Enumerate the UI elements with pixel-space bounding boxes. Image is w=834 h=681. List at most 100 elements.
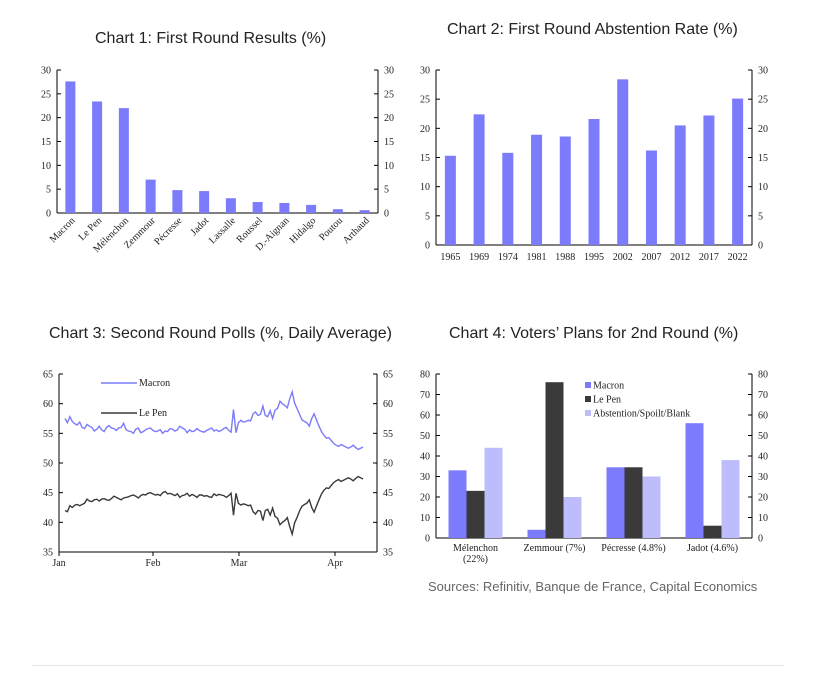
chart4-legend-swatch-2	[585, 410, 591, 416]
chart4-plot: 0 0 10 10 20 20 30 30 40 40 50 50 60 60 70 70 80 80 Mélenc…	[420, 370, 768, 566]
chart1-ytick-label-right: 15	[384, 137, 394, 148]
chart2-ytick-label-left: 5	[425, 211, 430, 222]
chart2-ytick-label-right: 20	[758, 124, 768, 135]
chart3-ytick-label-left: 60	[43, 399, 53, 410]
chart1-ytick-label-right: 25	[384, 89, 394, 100]
chart4-ytick-label-left: 10	[420, 513, 430, 524]
chart2-xtick-label: 2012	[670, 252, 690, 263]
chart4-ytick-label-right: 30	[758, 472, 768, 483]
chart3-ytick-label-right: 50	[383, 459, 393, 470]
chart4-xtick-label: Zemmour (7%)	[524, 543, 586, 554]
chart1-ytick-label-right: 30	[384, 66, 394, 77]
chart1-ytick-label-left: 20	[41, 113, 51, 124]
chart4-ytick-label-left: 30	[420, 472, 430, 483]
chart1-title: Chart 1: First Round Results (%)	[95, 30, 327, 47]
chart3-ytick-label-left: 40	[43, 518, 53, 529]
chart1-bar-6	[225, 198, 236, 213]
chart4-bar-3-2	[721, 460, 740, 538]
chart2-ytick-label-right: 0	[758, 241, 763, 252]
sources-note: Sources: Refinitiv, Banque de France, Ca…	[428, 579, 758, 594]
chart4-ytick-label-left: 20	[420, 493, 430, 504]
chart2-xtick-label: 1988	[555, 252, 575, 263]
chart3-xtick-label: Feb	[146, 558, 161, 569]
chart2-bar-8	[674, 125, 686, 245]
chart4-ytick-label-right: 40	[758, 452, 768, 463]
chart4-ytick-label-right: 10	[758, 513, 768, 524]
chart3-xtick-label: Apr	[327, 558, 343, 569]
chart1-ytick-label-right: 5	[384, 185, 389, 196]
chart2-bar-3	[531, 134, 543, 245]
chart4-legend-label-2: Abstention/Spoilt/Blank	[593, 409, 690, 420]
chart1-ytick-label-left: 30	[41, 66, 51, 77]
chart2-ytick-label-left: 15	[420, 153, 430, 164]
chart2-ytick-label-right: 10	[758, 182, 768, 193]
chart2-bar-4	[559, 136, 571, 245]
chart4-ytick-label-left: 0	[425, 534, 430, 545]
chart4-legend-swatch-0	[585, 382, 591, 388]
chart3-series-le-pen	[64, 475, 364, 537]
chart2-ytick-label-left: 20	[420, 124, 430, 135]
chart4-bar-1-0	[527, 529, 546, 538]
chart1-bar-2	[118, 108, 129, 213]
chart4-xtick-label: Pécresse (4.8%)	[601, 543, 665, 554]
chart2-xtick-label: 1965	[440, 252, 460, 263]
chart4-xtick-label: Jadot (4.6%)	[687, 543, 738, 554]
chart2-ytick-label-right: 30	[758, 66, 768, 77]
chart4-bar-1-2	[563, 497, 582, 538]
chart2-title: Chart 2: First Round Abstention Rate (%)	[447, 21, 738, 38]
chart3-ytick-label-left: 50	[43, 459, 53, 470]
footer-divider	[32, 665, 784, 666]
chart4-title: Chart 4: Voters’ Plans for 2nd Round (%)	[449, 325, 739, 342]
chart1-bar-7	[252, 202, 263, 213]
chart2-ytick-label-left: 25	[420, 95, 430, 106]
chart4-bar-3-1	[703, 525, 722, 538]
chart2-ytick-label-left: 30	[420, 66, 430, 77]
chart4-ytick-label-right: 70	[758, 390, 768, 401]
chart1-ytick-label-left: 25	[41, 89, 51, 100]
chart2-bar-6	[617, 79, 629, 245]
chart1-ytick-label-left: 15	[41, 137, 51, 148]
chart4-ytick-label-right: 60	[758, 411, 768, 422]
chart4-xtick-label: Mélenchon	[453, 543, 498, 554]
chart2-ytick-label-left: 10	[420, 182, 430, 193]
chart2-bar-10	[732, 98, 744, 245]
chart2-bar-1	[473, 114, 485, 245]
chart3-ytick-label-right: 65	[383, 370, 393, 381]
chart4-bar-1-1	[545, 382, 564, 538]
chart2-xtick-label: 2017	[699, 252, 719, 263]
chart3-ytick-label-left: 35	[43, 548, 53, 559]
chart3-ytick-label-right: 60	[383, 399, 393, 410]
chart3-ytick-label-right: 55	[383, 429, 393, 440]
chart4-legend-label-0: Macron	[593, 381, 624, 392]
chart1-ytick-label-left: 5	[46, 185, 51, 196]
chart4-ytick-label-left: 50	[420, 431, 430, 442]
chart1-bar-8	[279, 202, 290, 213]
chart4-legend-swatch-1	[585, 396, 591, 402]
chart2-ytick-label-left: 0	[425, 241, 430, 252]
chart3-ytick-label-left: 45	[43, 488, 53, 499]
chart1-ytick-label-left: 0	[46, 209, 51, 220]
chart2-xtick-label: 2007	[641, 252, 661, 263]
chart2-bar-7	[645, 150, 657, 245]
chart4-bar-3-0	[685, 423, 704, 538]
chart1-ytick-label-right: 0	[384, 209, 389, 220]
chart4-ytick-label-left: 80	[420, 370, 430, 381]
chart2-plot: 0 0 5 5 10 10 15 15 20 20 25 25 30 30 1965 1969 1974 1981…	[420, 66, 768, 264]
chart3-xtick-label: Jan	[52, 558, 65, 569]
chart4-bar-0-2	[484, 447, 503, 538]
chart4-ytick-label-right: 80	[758, 370, 768, 381]
chart4-bar-2-0	[606, 467, 625, 538]
chart4-bar-2-1	[624, 467, 643, 538]
chart2-xtick-label: 2022	[728, 252, 748, 263]
chart4-ytick-label-right: 50	[758, 431, 768, 442]
chart3-ytick-label-left: 65	[43, 370, 53, 381]
chart2-bar-5	[588, 119, 600, 245]
chart1-bar-1	[92, 101, 103, 213]
chart4-bar-0-1	[466, 490, 485, 538]
chart4-ytick-label-right: 0	[758, 534, 763, 545]
chart2-xtick-label: 1981	[527, 252, 547, 263]
chart4-legend-label-1: Le Pen	[593, 395, 621, 406]
chart2-bar-9	[703, 115, 715, 245]
chart3-series-macron	[64, 389, 364, 451]
